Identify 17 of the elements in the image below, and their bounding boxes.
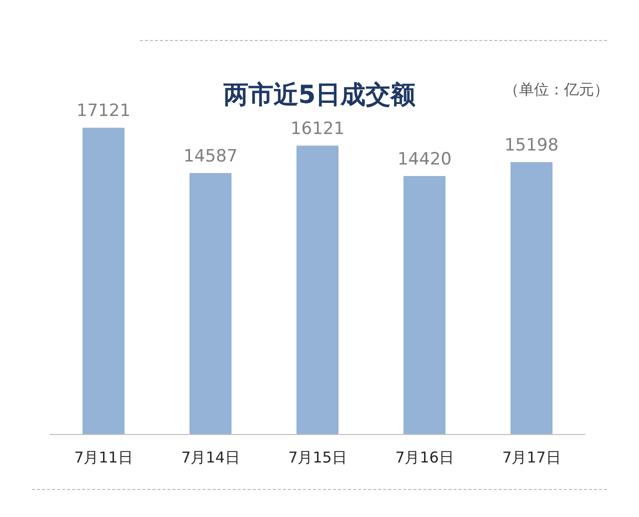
x-tick-label: 7月16日 [395, 448, 454, 466]
data-label: 15198 [504, 136, 559, 156]
data-label: 17121 [76, 101, 131, 122]
x-tick-label: 7月17日 [502, 448, 561, 466]
bar [510, 162, 552, 434]
data-label: 14420 [397, 150, 452, 170]
data-label: 14587 [183, 146, 238, 167]
x-tick-label: 7月15日 [288, 448, 347, 466]
x-tick-label: 7月11日 [74, 448, 133, 466]
x-tick-label: 7月14日 [181, 448, 240, 466]
bar [190, 173, 232, 434]
chart-title: 两市近5日成交额 [222, 80, 417, 109]
text: （单位：亿元） [504, 80, 609, 98]
bar [82, 128, 124, 434]
data-label: 16121 [290, 119, 345, 140]
bar [296, 146, 338, 434]
bar [404, 176, 446, 434]
